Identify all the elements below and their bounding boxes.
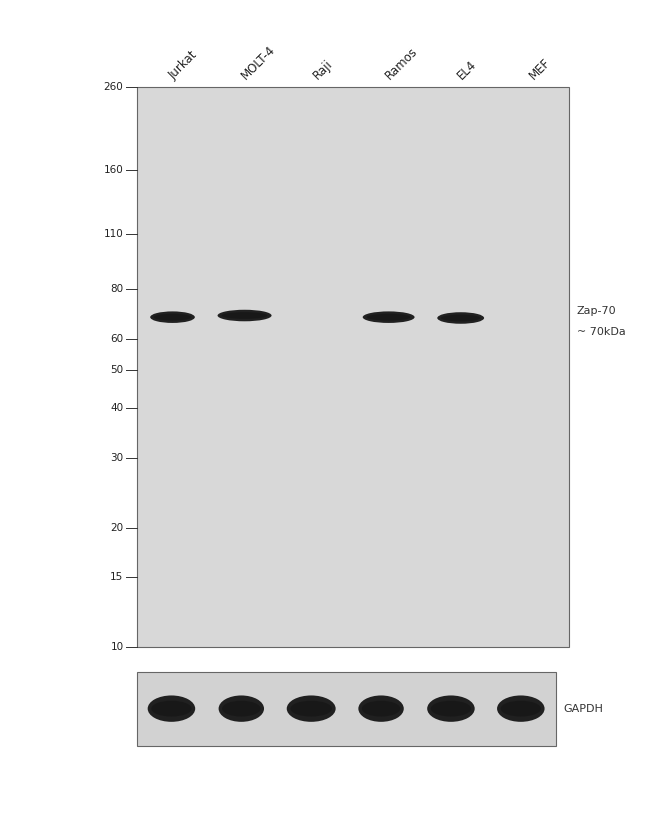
Text: GAPDH: GAPDH xyxy=(564,704,603,714)
Ellipse shape xyxy=(358,695,404,722)
Ellipse shape xyxy=(148,695,195,722)
Ellipse shape xyxy=(431,700,471,717)
Ellipse shape xyxy=(153,314,192,321)
Ellipse shape xyxy=(362,700,400,717)
Text: MOLT-4: MOLT-4 xyxy=(239,44,278,82)
Ellipse shape xyxy=(427,695,474,722)
Text: 40: 40 xyxy=(111,404,124,414)
Text: 50: 50 xyxy=(111,365,124,375)
Text: 60: 60 xyxy=(111,334,124,344)
Text: Zap-70: Zap-70 xyxy=(577,306,616,316)
Ellipse shape xyxy=(367,314,411,321)
Ellipse shape xyxy=(291,700,332,717)
Ellipse shape xyxy=(222,312,268,319)
Ellipse shape xyxy=(497,695,545,722)
Text: 20: 20 xyxy=(111,522,124,532)
Text: 110: 110 xyxy=(104,229,124,240)
Ellipse shape xyxy=(222,700,261,717)
FancyBboxPatch shape xyxy=(136,672,556,746)
Text: Ramos: Ramos xyxy=(383,45,420,82)
Text: Jurkat: Jurkat xyxy=(166,49,200,82)
Text: 260: 260 xyxy=(104,82,124,91)
Text: 80: 80 xyxy=(111,284,124,294)
Ellipse shape xyxy=(150,311,195,323)
Text: MEF: MEF xyxy=(526,56,553,82)
Ellipse shape xyxy=(218,695,264,722)
Ellipse shape xyxy=(500,700,541,717)
Ellipse shape xyxy=(151,700,192,717)
Ellipse shape xyxy=(441,315,480,321)
Ellipse shape xyxy=(363,311,415,323)
Ellipse shape xyxy=(218,310,272,321)
Text: 30: 30 xyxy=(111,453,124,463)
Text: Raji: Raji xyxy=(311,58,335,82)
Text: ~ 70kDa: ~ 70kDa xyxy=(577,327,625,337)
Ellipse shape xyxy=(287,695,335,722)
Ellipse shape xyxy=(437,312,484,324)
Text: 15: 15 xyxy=(111,572,124,582)
Text: 160: 160 xyxy=(104,165,124,175)
Text: EL4: EL4 xyxy=(455,59,479,82)
FancyBboxPatch shape xyxy=(136,87,569,647)
Text: 10: 10 xyxy=(111,642,124,652)
